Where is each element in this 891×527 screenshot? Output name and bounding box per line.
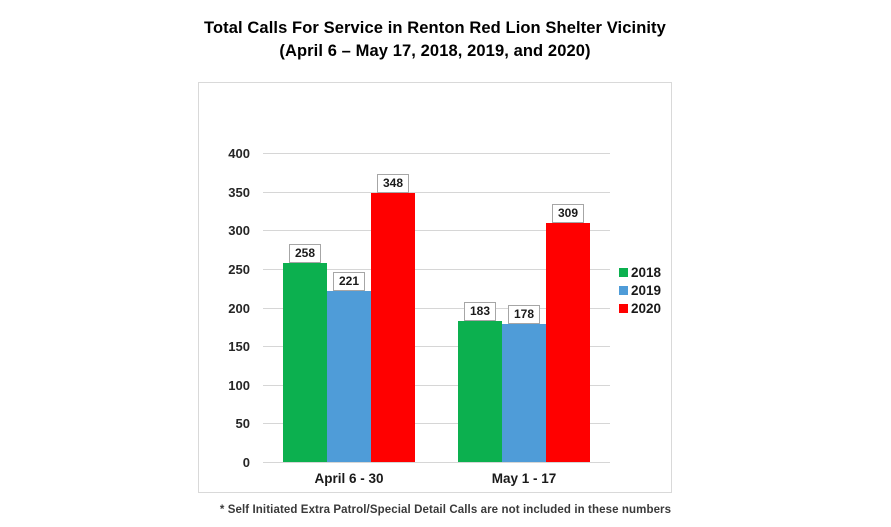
y-axis-tick-label: 350 [228, 184, 250, 200]
gridline [263, 268, 610, 270]
gridline [263, 153, 610, 154]
legend-item-2019: 2019 [619, 282, 661, 299]
legend-item-2018: 2018 [619, 264, 661, 281]
y-axis-tick-label: 0 [242, 455, 250, 470]
y-axis-tick-label: 150 [228, 339, 250, 355]
gridline [263, 307, 610, 309]
plot-container: 0 50 100 150 200 250 300 350 400 258 221 348 April 6… [198, 82, 672, 493]
gridline [263, 346, 610, 348]
y-axis-tick-label: 200 [228, 300, 250, 316]
legend-swatch-2019 [619, 286, 628, 295]
x-axis-category-label: April 6 - 30 [314, 471, 384, 486]
y-axis-tick-label: 100 [228, 377, 250, 393]
y-axis-tick-label: 300 [228, 223, 250, 239]
footnote: * Self Initiated Extra Patrol/Special De… [219, 504, 672, 516]
data-label-2018-may1-17: 183 [464, 301, 497, 321]
bar-2019-may1-17 [502, 324, 546, 462]
data-label-2020-may1-17: 309 [552, 204, 585, 224]
bar-2020-april6-30 [371, 193, 415, 462]
gridline [263, 230, 610, 232]
legend-label-2018: 2018 [631, 264, 662, 280]
gridline [263, 462, 610, 463]
gridline [263, 384, 610, 386]
legend-label-2019: 2019 [631, 282, 662, 298]
chart-title: Total Calls For Service in Renton Red Li… [0, 17, 870, 63]
legend-item-2020: 2020 [619, 300, 661, 317]
data-label-2019-may1-17: 178 [508, 305, 541, 325]
bar-2019-april6-30 [327, 291, 371, 462]
data-label-2020-april6-30: 348 [377, 174, 410, 194]
chart-title-line2: (April 6 – May 17, 2018, 2019, and 2020) [279, 42, 591, 60]
y-axis-tick-label: 250 [228, 261, 250, 277]
data-label-2019-april6-30: 221 [333, 272, 366, 292]
data-label-2018-april6-30: 258 [289, 243, 322, 263]
gridline [263, 423, 610, 425]
bar-2020-may1-17 [546, 223, 590, 462]
legend-swatch-2020 [619, 304, 628, 313]
chart-title-line1: Total Calls For Service in Renton Red Li… [204, 19, 666, 37]
legend-swatch-2018 [619, 268, 628, 277]
legend: 2018 2019 2020 [619, 264, 661, 318]
bar-2018-may1-17 [458, 320, 502, 462]
y-axis-tick-label: 50 [235, 416, 250, 432]
bar-2018-april6-30 [283, 262, 327, 462]
y-axis-tick-label: 400 [228, 146, 250, 161]
legend-label-2020: 2020 [631, 300, 662, 316]
gridline [263, 191, 610, 193]
x-axis-category-label: May 1 - 17 [491, 471, 557, 486]
